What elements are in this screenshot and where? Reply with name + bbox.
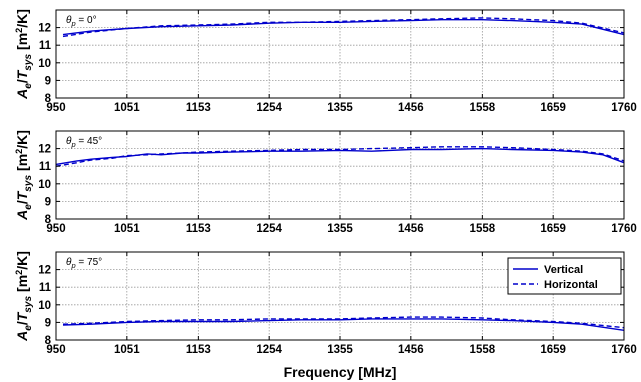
x-tick-label: 1051 — [114, 223, 140, 235]
x-tick-label: 1659 — [540, 102, 566, 114]
panel-2: 950 1051 1153 1254 1355 1456 1558 1659 1760 8 9 10 1… — [14, 130, 637, 235]
x-tick-label: 1051 — [114, 102, 140, 114]
x-tick-label: 1254 — [256, 344, 282, 356]
y-tick-label: 12 — [38, 144, 51, 156]
x-tick-label: 1456 — [398, 223, 424, 235]
series-line-vertical — [62, 19, 625, 36]
x-axis-label: Frequency [MHz] — [284, 364, 397, 380]
legend: Vertical Horizontal — [507, 257, 622, 295]
panel-annotation: θp = 45° — [66, 136, 102, 149]
legend-label-vertical: Vertical — [544, 264, 583, 276]
panel-annotation: θp = 75° — [66, 257, 102, 270]
x-tick-label: 1760 — [611, 223, 637, 235]
series-line-vertical — [62, 318, 625, 331]
y-tick-label: 10 — [38, 300, 51, 312]
x-tick-label: 1558 — [470, 102, 496, 114]
x-tick-label: 950 — [46, 223, 65, 235]
y-axis-label: Ae/Tsys [m2/K] — [14, 251, 34, 342]
y-tick-label: 10 — [38, 58, 51, 70]
y-tick-label: 9 — [45, 196, 51, 208]
x-tick-label: 1355 — [327, 102, 353, 114]
y-tick-label: 12 — [38, 265, 51, 277]
x-tick-label: 1153 — [186, 223, 211, 235]
x-tick-label: 1153 — [186, 102, 211, 114]
y-axis-label: Ae/Tsys [m2/K] — [14, 9, 34, 100]
y-tick-label: 8 — [45, 335, 52, 347]
panel-annotation: θp = 0° — [66, 15, 97, 28]
panel-1: 950 1051 1153 1254 1355 1456 1558 1659 1760 8 9 10 1… — [14, 9, 637, 114]
x-tick-label: 1456 — [398, 102, 424, 114]
legend-box — [507, 257, 622, 295]
y-tick-label: 11 — [39, 40, 52, 52]
y-tick-label: 11 — [39, 161, 52, 173]
y-tick-label: 8 — [45, 214, 52, 226]
x-tick-label: 1153 — [186, 344, 211, 356]
x-tick-label: 1659 — [540, 344, 566, 356]
x-tick-label: 1659 — [540, 223, 566, 235]
x-tick-label: 1558 — [470, 344, 496, 356]
y-axis-label: Ae/Tsys [m2/K] — [14, 130, 34, 221]
y-tick-label: 8 — [45, 93, 52, 105]
x-tick-label: 1558 — [470, 223, 496, 235]
y-tick-label: 9 — [45, 317, 51, 329]
x-tick-label: 1760 — [611, 102, 637, 114]
x-tick-label: 950 — [46, 102, 65, 114]
panel-3: 950 1051 1153 1254 1355 1456 1558 1659 1760 8 9 10 1… — [14, 251, 637, 380]
x-tick-label: 1254 — [256, 102, 282, 114]
y-tick-label: 10 — [38, 179, 51, 191]
series-line-horizontal — [55, 146, 625, 167]
x-tick-label: 1355 — [327, 223, 353, 235]
x-tick-label: 1760 — [611, 344, 637, 356]
x-tick-label: 1254 — [256, 223, 282, 235]
y-tick-label: 12 — [38, 23, 51, 35]
x-tick-label: 1051 — [114, 344, 140, 356]
legend-label-horizontal: Horizontal — [544, 279, 598, 291]
x-tick-label: 1456 — [398, 344, 424, 356]
y-tick-label: 9 — [45, 75, 51, 87]
x-tick-label: 950 — [46, 344, 65, 356]
x-tick-label: 1355 — [327, 344, 353, 356]
y-tick-label: 11 — [39, 282, 52, 294]
